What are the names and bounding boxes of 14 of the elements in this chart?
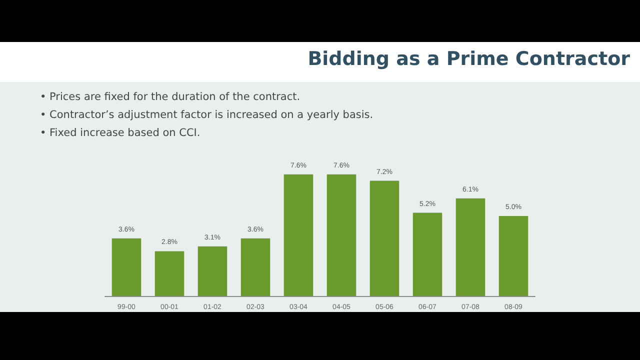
bar <box>498 216 528 296</box>
text: • Contractor’s adjustment factor is increased on a yearly basis. <box>40 108 374 123</box>
bar <box>370 180 400 296</box>
bar <box>284 174 314 296</box>
text: • Prices are fixed for the duration of the contract. <box>40 90 302 105</box>
bar <box>412 212 442 296</box>
bar <box>240 238 270 296</box>
bar <box>112 238 142 296</box>
text: • Fixed increase based on CCI. <box>40 126 202 141</box>
bar <box>198 246 228 296</box>
bar <box>456 198 486 296</box>
bar <box>326 174 356 296</box>
chart-title: Bidding as a Prime Contractor <box>308 48 630 70</box>
bar <box>154 251 184 296</box>
